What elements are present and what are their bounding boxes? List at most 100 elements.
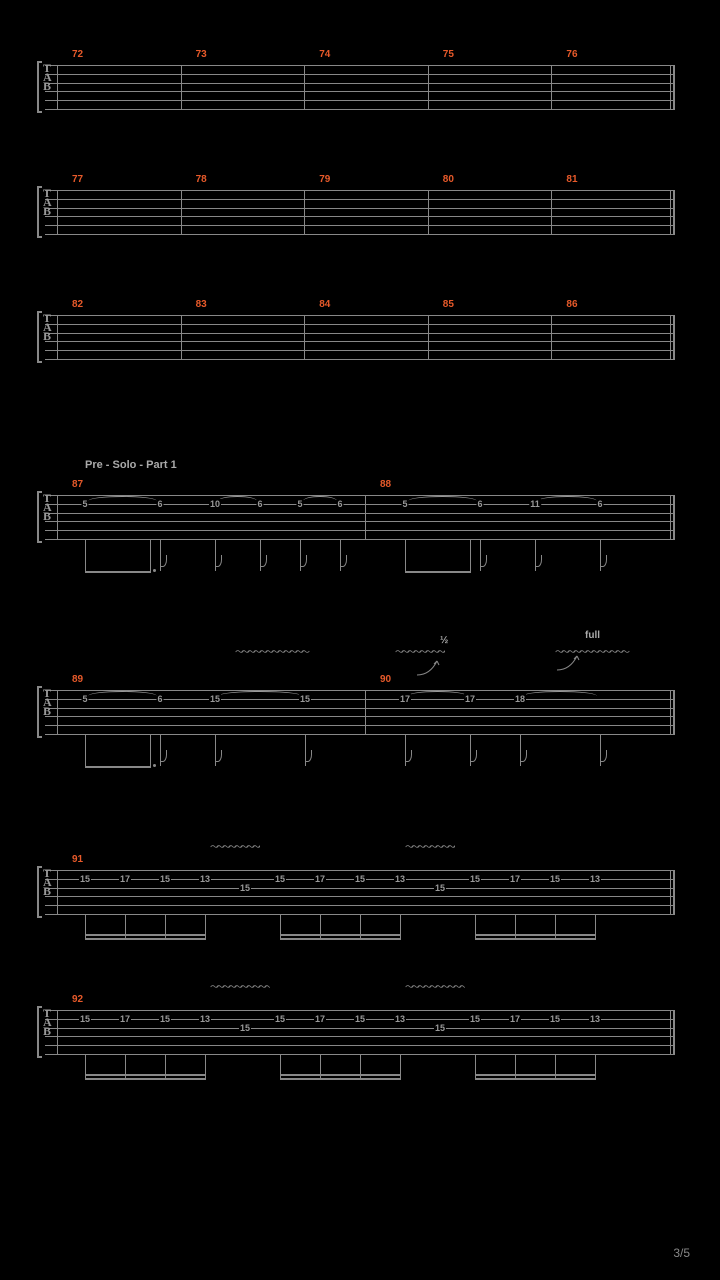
stem <box>280 1054 281 1080</box>
measure-number: 72 <box>72 49 83 60</box>
stem <box>280 914 281 940</box>
beam <box>405 571 471 573</box>
measure-number: 92 <box>72 994 83 1005</box>
measure-number: 77 <box>72 174 83 185</box>
fret-number: 13 <box>199 874 211 884</box>
beam <box>475 1078 596 1080</box>
fret-number: 5 <box>296 499 303 509</box>
barline <box>428 190 429 234</box>
beam <box>280 934 401 936</box>
bend-arrow <box>415 655 445 677</box>
measure-number: 76 <box>566 49 577 60</box>
barline <box>365 495 366 539</box>
beam <box>280 938 401 940</box>
tie <box>218 496 257 501</box>
section-label: Pre - Solo - Part 1 <box>85 459 177 471</box>
system-bracket <box>37 186 42 238</box>
stem <box>205 914 206 940</box>
barline <box>181 190 182 234</box>
staff-system: TAB8283848586 <box>45 315 675 359</box>
fret-number: 13 <box>199 1014 211 1024</box>
barline <box>365 690 366 734</box>
vibrato-wavy: ～～～～～～～～～～～～ <box>395 645 445 655</box>
fret-number: 15 <box>469 1014 481 1024</box>
stem <box>555 914 556 940</box>
fret-number: 6 <box>256 499 263 509</box>
fret-number: 15 <box>274 874 286 884</box>
system-bracket <box>37 491 42 543</box>
flag <box>215 555 222 567</box>
stem <box>475 914 476 940</box>
fret-number: 6 <box>476 499 483 509</box>
tie <box>218 691 302 696</box>
fret-number: 17 <box>509 1014 521 1024</box>
stem <box>595 914 596 940</box>
fret-number: 17 <box>314 874 326 884</box>
measure-number: 75 <box>443 49 454 60</box>
fret-number: 18 <box>514 694 526 704</box>
barline <box>57 690 58 734</box>
tab-staff: TAB8283848586 <box>45 315 675 359</box>
stem <box>515 1054 516 1080</box>
measure-number: 83 <box>196 299 207 310</box>
system-bracket <box>37 61 42 113</box>
barline <box>304 65 305 109</box>
barline <box>57 65 58 109</box>
fret-number: 17 <box>464 694 476 704</box>
tab-clef: TAB <box>43 189 51 216</box>
staff-system: TAB7778798081 <box>45 190 675 234</box>
tab-staff: TAB8990561515171718～～～～～～～～～～～～～～～～～～～～～… <box>45 690 675 734</box>
barline <box>181 315 182 359</box>
staff-system: TAB921517151315171513151715131515～～～～～～～… <box>45 1010 675 1054</box>
stem <box>205 1054 206 1080</box>
end-barline <box>670 870 675 914</box>
barline <box>57 495 58 539</box>
fret-number: 5 <box>81 694 88 704</box>
barline <box>304 190 305 234</box>
stem <box>85 914 86 940</box>
flag <box>340 555 347 567</box>
stem <box>360 1054 361 1080</box>
stem <box>150 734 151 766</box>
flag <box>405 750 412 762</box>
tab-clef: TAB <box>43 689 51 716</box>
fret-number: 11 <box>529 499 541 509</box>
fret-number: 10 <box>209 499 221 509</box>
beam <box>85 1074 206 1076</box>
bend-arrow <box>555 650 585 672</box>
flag <box>305 750 312 762</box>
stem <box>165 914 166 940</box>
fret-number: 17 <box>399 694 411 704</box>
fret-number: 17 <box>119 874 131 884</box>
fret-number: 15 <box>209 694 221 704</box>
flag <box>520 750 527 762</box>
stem <box>400 914 401 940</box>
measure-number: 86 <box>566 299 577 310</box>
beam <box>85 1078 206 1080</box>
fret-number: 15 <box>159 1014 171 1024</box>
tie <box>88 496 157 501</box>
fret-number: 15 <box>239 883 251 893</box>
beam <box>475 1074 596 1076</box>
beam <box>475 934 596 936</box>
fret-number: 6 <box>596 499 603 509</box>
tab-clef: TAB <box>43 1009 51 1036</box>
stem <box>125 1054 126 1080</box>
flag <box>535 555 542 567</box>
stem <box>405 539 406 571</box>
barline <box>428 65 429 109</box>
fret-number: 15 <box>354 1014 366 1024</box>
barline <box>551 65 552 109</box>
barline <box>551 315 552 359</box>
barline <box>57 315 58 359</box>
barline <box>57 870 58 914</box>
fret-number: 17 <box>119 1014 131 1024</box>
measure-number: 81 <box>566 174 577 185</box>
staff-system: TAB7273747576 <box>45 65 675 109</box>
vibrato-wavy: ～～～～～～～～～～～～ <box>235 645 335 655</box>
measure-number: 88 <box>380 479 391 490</box>
dot <box>153 764 156 767</box>
stem <box>85 734 86 766</box>
stem <box>475 1054 476 1080</box>
beam <box>280 1078 401 1080</box>
